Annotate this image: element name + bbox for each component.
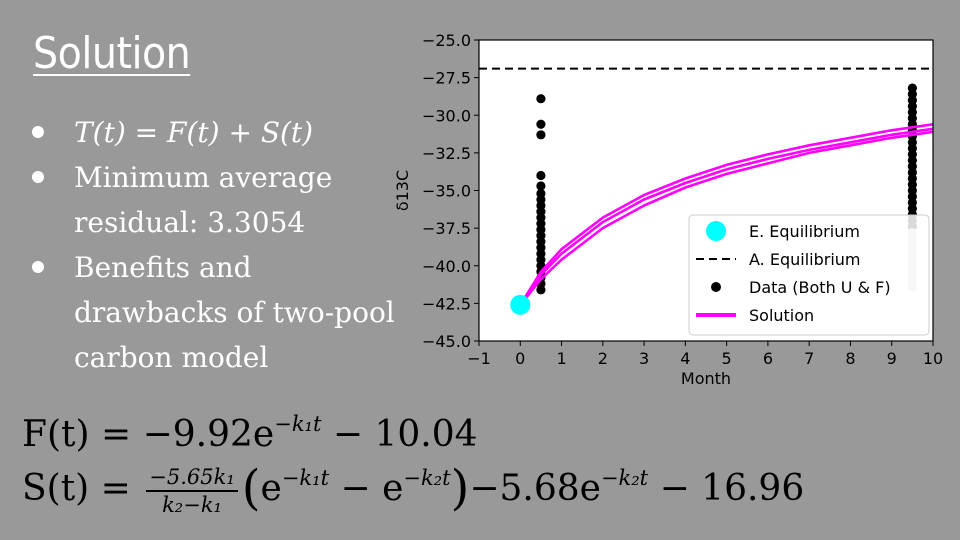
paren-open: ( (241, 460, 261, 516)
formula-s-lhs: S(t) = (22, 468, 143, 509)
x-tick-label: 7 (804, 349, 814, 368)
formula-f-lhs: F(t) = (22, 414, 143, 455)
data-point (536, 119, 546, 129)
y-tick-label: −37.5 (422, 219, 471, 238)
bullet-item: Minimum average residual: 3.3054 (30, 155, 410, 245)
bullet-text: Benefits and drawbacks of two-pool carbo… (74, 251, 395, 374)
x-tick-label: 0 (515, 349, 525, 368)
solution-curve (519, 130, 934, 306)
bullet-list: T(t) = F(t) + S(t) Minimum average resid… (30, 110, 410, 380)
x-tick-label: 8 (845, 349, 855, 368)
y-tick-label: −25.0 (422, 31, 471, 50)
slide-title: Solution (33, 28, 191, 79)
fraction-numerator: −5.65k₁ (146, 464, 238, 492)
y-tick-label: −32.5 (422, 144, 471, 163)
x-tick-label: 4 (680, 349, 690, 368)
plot-frame (478, 39, 934, 342)
legend-label: Solution (749, 306, 814, 325)
formula-s-minus: − (329, 468, 383, 509)
bullet-item: Benefits and drawbacks of two-pool carbo… (30, 245, 410, 380)
solution-curve (519, 127, 934, 306)
legend-label: Data (Both U & F) (749, 278, 891, 297)
data-point (536, 181, 546, 191)
paren-close: ) (450, 460, 470, 516)
data-point (536, 94, 546, 104)
x-axis-label: Month (681, 369, 731, 388)
formula-s: S(t) = −5.65k₁ k₂−k₁ (e−k₁t − e−k₂t)−5.68e… (22, 460, 804, 518)
legend-marker (711, 282, 721, 292)
formula-f: F(t) = −9.92e−k₁t − 10.04 (22, 412, 478, 455)
formula-s-tail-constant: − 16.96 (648, 468, 805, 509)
y-tick-label: −45.0 (422, 332, 471, 351)
y-axis-label: δ13C (393, 170, 412, 211)
formula-s-term1-exponent: −k₁t (281, 466, 330, 490)
formula-f-exponent: −k₁t (274, 412, 322, 436)
bullet-dot-icon (32, 261, 44, 273)
x-tick-label: 1 (556, 349, 566, 368)
bullet-dot-icon (32, 126, 44, 138)
x-tick-label: 9 (887, 349, 897, 368)
d13c-chart: −1 0 1 2 3 4 5 6 7 8 9 10 −25.0 −27.5 −30.0 −32.5 −35.0 −… (393, 31, 943, 388)
solution-curve (519, 123, 934, 306)
y-tick-label: −35.0 (422, 182, 471, 201)
data-point (536, 285, 546, 295)
x-tick-label: −1 (467, 349, 491, 368)
formula-s-fraction: −5.65k₁ k₂−k₁ (146, 464, 238, 518)
bullet-text: Minimum average residual: 3.3054 (74, 161, 333, 239)
data-point (536, 170, 546, 181)
x-tick-label: 10 (923, 349, 943, 368)
legend-marker (706, 221, 726, 241)
legend-box (688, 214, 930, 336)
formula-f-term: −9.92e (142, 414, 275, 455)
formula-f-constant: − 10.04 (321, 414, 478, 455)
legend-label: E. Equilibrium (749, 222, 860, 241)
data-point (536, 130, 546, 140)
y-tick-label: −27.5 (422, 69, 471, 88)
fraction-denominator: k₂−k₁ (162, 493, 222, 517)
e-equilibrium-point (510, 294, 531, 315)
y-tick-label: −42.5 (422, 294, 471, 313)
x-tick-label: 3 (639, 349, 649, 368)
bullet-dot-icon (32, 171, 44, 183)
bullet-item: T(t) = F(t) + S(t) (30, 110, 410, 155)
x-tick-label: 2 (598, 349, 608, 368)
formula-s-term1: e (260, 468, 282, 509)
x-tick-label: 5 (722, 349, 732, 368)
y-tick-label: −30.0 (422, 106, 471, 125)
bullet-text: T(t) = F(t) + S(t) (74, 116, 314, 149)
legend-label: A. Equilibrium (749, 250, 860, 269)
x-tick-label: 6 (763, 349, 773, 368)
formula-s-term2: e (382, 468, 404, 509)
formula-s-tail-exponent: −k₂t (600, 466, 649, 490)
formula-s-term2-exponent: −k₂t (403, 466, 451, 490)
y-tick-label: −40.0 (422, 257, 471, 276)
formula-s-tail: −5.68e (469, 468, 601, 509)
